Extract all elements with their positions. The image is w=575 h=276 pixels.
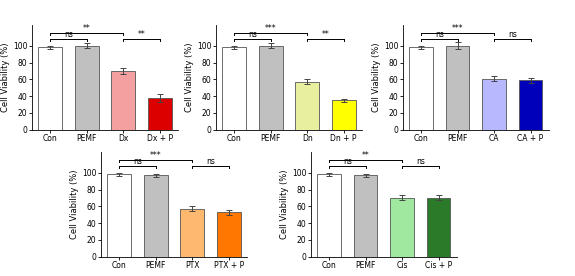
Bar (108, 174, 131, 257)
Bar (317, 174, 341, 257)
Text: ***: *** (150, 151, 162, 160)
Y-axis label: Cell Viability (%): Cell Viability (%) (185, 43, 194, 112)
Bar (354, 175, 377, 257)
Text: ***: *** (452, 24, 463, 33)
Bar (217, 212, 240, 257)
Bar (112, 71, 135, 130)
Text: ns: ns (343, 157, 352, 166)
Bar (181, 209, 204, 257)
Bar (427, 198, 450, 257)
Y-axis label: Cell Viability (%): Cell Viability (%) (372, 43, 381, 112)
Text: **: ** (362, 151, 369, 160)
Y-axis label: Cell Viability (%): Cell Viability (%) (280, 169, 289, 239)
Bar (223, 47, 246, 130)
Text: **: ** (83, 24, 90, 33)
Bar (148, 98, 171, 130)
Y-axis label: Cell Viability (%): Cell Viability (%) (70, 169, 79, 239)
Text: ns: ns (508, 30, 517, 39)
Text: ns: ns (416, 157, 425, 166)
Text: ns: ns (248, 30, 257, 39)
Y-axis label: Cell Viability (%): Cell Viability (%) (1, 43, 10, 112)
Bar (519, 80, 542, 130)
Text: **: ** (321, 30, 329, 39)
Text: ***: *** (265, 24, 277, 33)
Text: ns: ns (206, 157, 215, 166)
Text: ns: ns (64, 30, 73, 39)
Text: ns: ns (435, 30, 444, 39)
Bar (259, 46, 282, 130)
Bar (39, 47, 62, 130)
Bar (409, 47, 433, 130)
Text: ns: ns (133, 157, 142, 166)
Bar (390, 198, 414, 257)
Bar (332, 100, 355, 130)
Bar (296, 82, 319, 130)
Bar (482, 79, 506, 130)
Text: **: ** (137, 30, 145, 39)
Bar (144, 175, 167, 257)
Bar (446, 46, 469, 130)
Bar (75, 46, 98, 130)
